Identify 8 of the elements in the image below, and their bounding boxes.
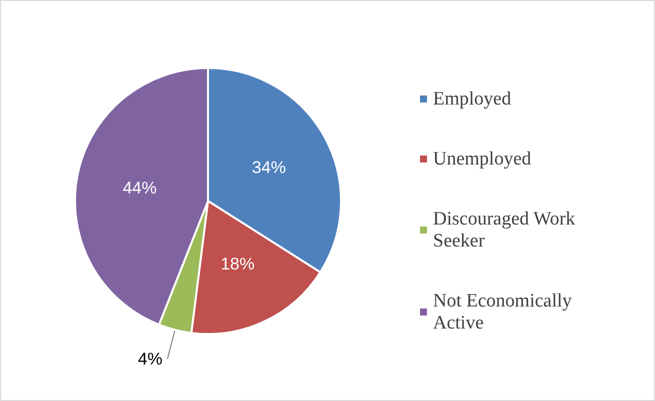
data-label: 18% [220,254,255,274]
legend-label: Not Economically Active [433,290,577,334]
data-label: 44% [122,178,157,198]
data-label: 4% [138,349,162,368]
legend-label: Employed [433,88,512,110]
legend-label: Unemployed [433,148,532,170]
data-label: 34% [252,158,286,178]
legend-label: Discouraged Work Seeker [433,208,580,252]
